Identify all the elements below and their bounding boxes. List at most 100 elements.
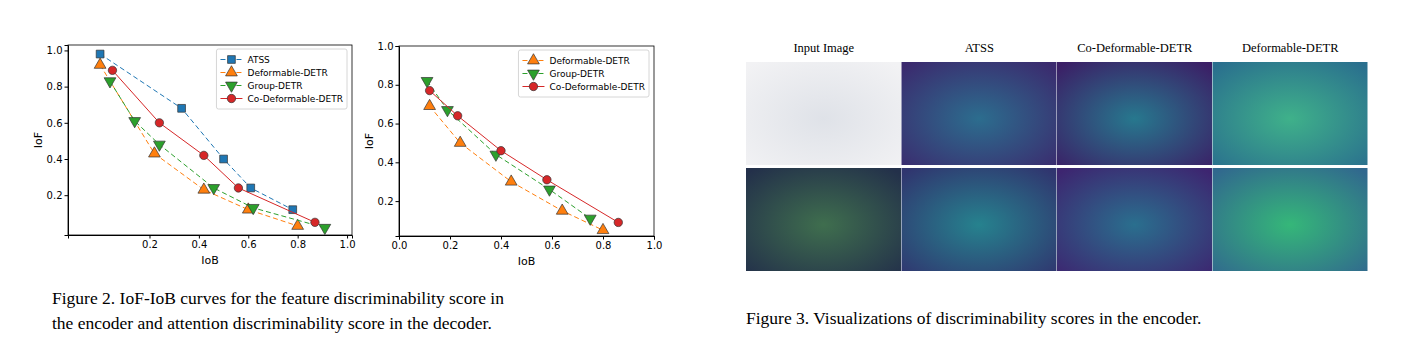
y-tick-mark [65, 87, 69, 88]
y-tick: 0.8 [47, 81, 68, 92]
y-tick-label: 0.4 [378, 157, 394, 168]
figure-3-caption: Figure 3. Visualizations of discriminabi… [746, 308, 1201, 328]
y-axis-title: IoF [32, 132, 45, 148]
x-tick-label: 0.4 [494, 240, 510, 251]
legend-label: Co-Deformable-DETR [549, 82, 645, 92]
x-tick: 0.0 [392, 236, 408, 251]
y-axis-title: IoF [363, 133, 376, 149]
data-point [129, 118, 141, 128]
data-point [96, 50, 104, 58]
data-point [247, 184, 255, 192]
data-point [544, 186, 556, 196]
y-tick-label: 0.6 [378, 118, 394, 129]
legend-marker [226, 82, 238, 92]
x-tick: 0.8 [596, 236, 612, 251]
y-tick: 0.2 [378, 196, 399, 207]
legend-label: Group-DETR [247, 81, 302, 91]
y-tick-label: 0.2 [47, 190, 63, 201]
y-tick-mark [65, 50, 69, 51]
x-axis: 0.20.40.60.81.0 [69, 235, 356, 250]
chart: 0.00.20.40.60.81.00.20.40.60.81.0IoBIoFD… [363, 41, 662, 268]
legend-marker [226, 66, 238, 76]
y-tick-mark [65, 159, 69, 160]
background [0, 0, 1406, 352]
data-point [155, 119, 163, 127]
data-point [311, 218, 319, 226]
chart: 0.20.40.60.81.00.20.40.60.81.0IoBIoFATSS… [32, 45, 356, 267]
data-point [208, 185, 220, 195]
y-tick-label: 0.8 [47, 81, 63, 92]
x-tick-label: 0.6 [545, 240, 561, 251]
caption-line: the encoder and attention discriminabili… [52, 313, 492, 333]
legend-label: Co-Deformable-DETR [247, 94, 343, 104]
x-tick: 1.0 [340, 235, 356, 250]
image-panel [1057, 168, 1212, 271]
image-panel [1213, 62, 1368, 165]
x-tick: 0.2 [443, 236, 459, 251]
column-title: Input Image [793, 41, 854, 55]
x-tick-label: 1.0 [647, 240, 663, 251]
y-tick-label: 0.2 [378, 196, 394, 207]
y-tick-mark [396, 85, 400, 86]
y-tick: 0.4 [47, 154, 68, 165]
x-axis-line [400, 237, 655, 240]
figure-page: 0.20.40.60.81.00.20.40.60.81.0IoBIoFATSS… [0, 0, 1406, 352]
x-tick: 0.6 [545, 236, 561, 251]
x-tick: 1.0 [647, 236, 663, 251]
column-title: Co-Deformable-DETR [1077, 41, 1193, 55]
column-title: ATSS [965, 41, 994, 55]
x-tick-label: 0.2 [443, 240, 459, 251]
y-tick: 1.0 [47, 45, 68, 56]
data-point [421, 77, 433, 87]
data-point [153, 141, 165, 151]
legend-label: Deformable-DETR [549, 56, 629, 66]
data-point [497, 147, 505, 155]
plot-frame [68, 45, 352, 235]
legend-box [518, 50, 649, 97]
data-point [247, 204, 259, 214]
y-tick-mark [396, 46, 400, 47]
y-tick: 0.6 [378, 118, 399, 129]
data-point [319, 224, 331, 234]
y-tick: 1.0 [378, 41, 399, 52]
y-axis: 0.2 0.4 0.6 0.8 1.0 [378, 41, 400, 237]
data-point [543, 176, 551, 184]
data-point [453, 112, 461, 120]
y-tick: 0.2 [47, 190, 68, 201]
data-point [424, 99, 436, 109]
data-point [94, 58, 106, 68]
y-tick-label: 0.6 [47, 118, 63, 129]
data-point [178, 104, 186, 112]
y-tick: 0.8 [378, 79, 399, 90]
legend-marker [228, 56, 236, 64]
data-point [234, 184, 242, 192]
series-line [427, 81, 590, 219]
x-tick: 0.8 [290, 235, 306, 250]
image-panel [746, 62, 901, 165]
legend-marker [528, 70, 540, 80]
figure-2-caption: Figure 2. IoF-IoB curves for the feature… [52, 288, 504, 333]
series-line [430, 91, 619, 223]
legend-marker [528, 54, 540, 64]
y-tick-label: 0.8 [378, 79, 394, 90]
legend-box [216, 49, 347, 109]
data-point [220, 155, 228, 163]
x-tick: 0.4 [191, 235, 207, 250]
series-line [430, 106, 603, 230]
data-point [584, 215, 596, 225]
y-tick-label: 1.0 [47, 45, 63, 56]
x-tick-label: 0.0 [392, 240, 408, 251]
x-tick-label: 0.6 [241, 239, 257, 250]
figure-3: Input ImageATSSCo-Deformable-DETRDeforma… [746, 41, 1368, 328]
data-point [425, 86, 433, 94]
data-point [614, 218, 622, 226]
plot-area [421, 77, 622, 233]
y-tick-mark [396, 124, 400, 125]
x-axis: 0.0 0.2 0.4 0.6 0.8 1.0 [392, 236, 663, 251]
data-point [442, 107, 454, 117]
x-tick: 0.4 [494, 236, 510, 251]
legend: ATSSDeformable-DETRGroup-DETRCo-Deformab… [216, 49, 347, 109]
legend-marker [227, 94, 235, 102]
image-panel [902, 168, 1057, 271]
y-tick: 0.6 [47, 118, 68, 129]
